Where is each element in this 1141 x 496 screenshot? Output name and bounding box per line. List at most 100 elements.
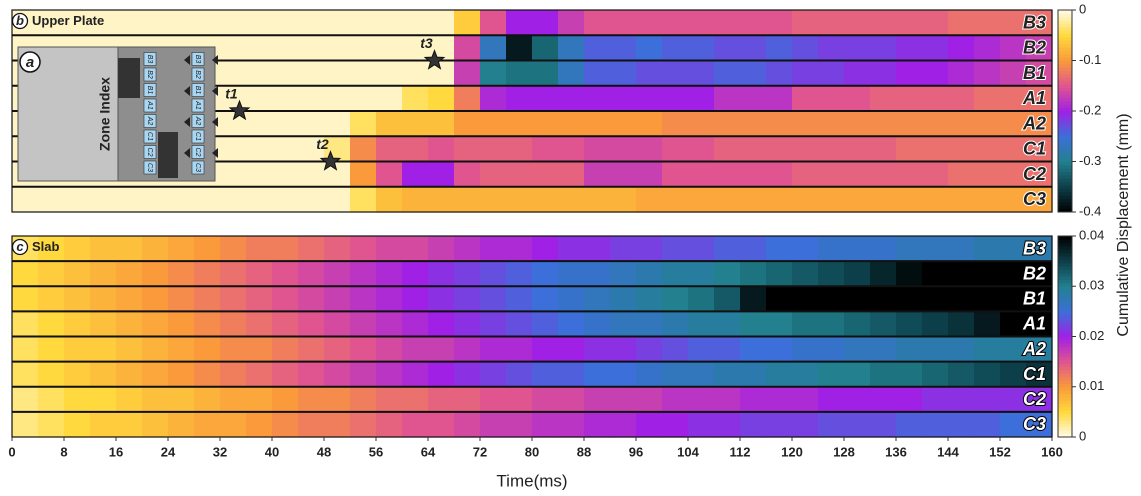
heat-cell — [376, 361, 403, 388]
heat-cell — [558, 35, 585, 62]
heat-cell — [714, 60, 741, 87]
heat-cell — [506, 236, 533, 262]
zone-label: B1 — [194, 86, 201, 95]
heat-cell — [792, 10, 819, 36]
heat-cell — [558, 161, 585, 188]
heat-cell — [766, 311, 793, 338]
heat-cell — [662, 411, 689, 438]
heat-cell — [428, 311, 455, 338]
colorbar-step — [1058, 191, 1072, 196]
heat-cell — [818, 311, 845, 338]
colorbar-tick-label: 0.03 — [1079, 278, 1104, 293]
heat-cell — [584, 411, 611, 438]
heat-cell — [792, 311, 819, 338]
colorbar-step — [1058, 319, 1072, 324]
heat-cell — [870, 161, 897, 188]
heat-cell — [792, 136, 819, 163]
colorbar-step — [1058, 188, 1072, 193]
heat-cell — [818, 236, 845, 262]
heat-cell — [844, 286, 871, 312]
colorbar-step — [1058, 390, 1072, 394]
heat-cell — [792, 286, 819, 312]
heat-cell — [740, 261, 767, 287]
heat-cell — [714, 236, 741, 262]
heat-cell — [714, 186, 741, 213]
heat-cell — [1000, 261, 1027, 287]
zone-label: C3 — [194, 163, 201, 172]
zone-label: B3 — [146, 55, 153, 64]
heat-cell — [168, 386, 195, 413]
heat-cell — [636, 236, 663, 262]
zone-label: A1 — [146, 100, 153, 110]
heat-cell — [688, 60, 715, 87]
heat-cell — [298, 136, 325, 163]
colorbar-step — [1058, 208, 1072, 213]
panel-tag: c — [16, 239, 24, 254]
heat-cell — [428, 136, 455, 163]
heat-cell — [454, 236, 481, 262]
heat-cell — [350, 236, 377, 262]
heat-cell — [974, 261, 1001, 287]
heat-cell — [792, 261, 819, 287]
colorbar-step — [1058, 141, 1072, 146]
heat-cell — [740, 386, 767, 413]
heat-cell — [870, 411, 897, 438]
heat-cell — [350, 35, 377, 62]
heat-cell — [662, 386, 689, 413]
heat-cell — [1000, 60, 1027, 87]
heat-cell — [428, 286, 455, 312]
colorbar-step — [1058, 420, 1072, 425]
heat-cell — [272, 35, 299, 62]
heat-cell — [1000, 236, 1027, 262]
x-tick-label: 128 — [833, 444, 855, 459]
heat-cell — [324, 286, 351, 312]
colorbar-step — [1058, 43, 1072, 48]
heat-cell — [610, 136, 637, 163]
colorbar-step — [1058, 13, 1072, 18]
heat-cell — [454, 411, 481, 438]
colorbar-step — [1058, 137, 1072, 142]
heat-cell — [636, 411, 663, 438]
heat-cell — [870, 60, 897, 87]
heat-cell — [896, 10, 923, 36]
colorbar-step — [1058, 349, 1072, 354]
heat-cell — [272, 311, 299, 338]
zone-box — [191, 52, 205, 66]
colorbar-step — [1058, 323, 1072, 327]
row-label: B3 — [1023, 238, 1046, 258]
x-tick-label: 40 — [265, 444, 279, 459]
heat-cell — [1026, 411, 1053, 438]
heat-cell — [480, 35, 507, 62]
heat-cell — [220, 336, 247, 363]
heat-cell — [428, 10, 455, 36]
heat-cell — [194, 411, 221, 438]
heat-cell — [896, 111, 923, 137]
heat-cell — [714, 161, 741, 188]
heat-cell — [246, 161, 273, 188]
heat-cell — [662, 161, 689, 188]
heat-cell — [168, 236, 195, 262]
heat-cell — [714, 411, 741, 438]
heat-cell — [766, 261, 793, 287]
x-tick-label: 88 — [577, 444, 591, 459]
heat-cell — [610, 111, 637, 137]
heat-cell — [142, 286, 169, 312]
heat-cell — [1026, 386, 1053, 413]
heat-cell — [532, 85, 559, 112]
x-tick-label: 16 — [109, 444, 123, 459]
heat-cell — [246, 236, 273, 262]
heat-cell — [64, 286, 91, 312]
heat-cell — [454, 386, 481, 413]
heat-cell — [532, 236, 559, 262]
heat-cell — [402, 311, 429, 338]
heat-cell — [246, 261, 273, 287]
heat-cell — [948, 60, 975, 87]
heat-cell — [220, 60, 247, 87]
heat-cell — [766, 186, 793, 213]
heat-cell — [610, 186, 637, 213]
zone-box — [191, 145, 205, 159]
heat-cell — [844, 311, 871, 338]
heat-cell — [272, 10, 299, 36]
heat-cell — [298, 236, 325, 262]
heat-cell — [454, 35, 481, 62]
